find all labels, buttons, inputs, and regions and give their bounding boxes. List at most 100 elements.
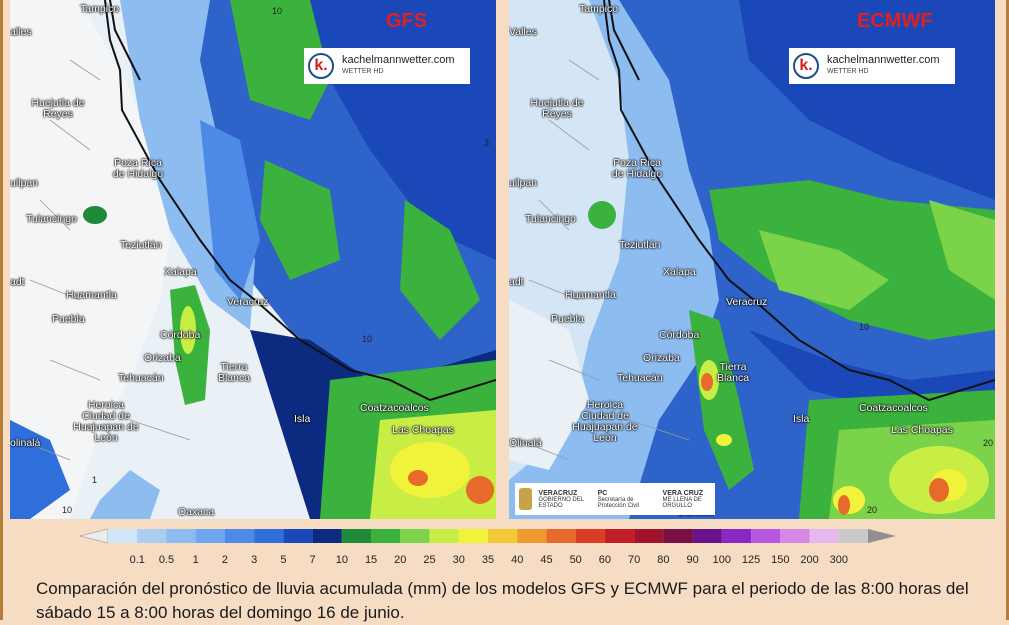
ecmwf-precip-field bbox=[509, 0, 995, 519]
colorbar-swatch bbox=[341, 529, 372, 543]
colorbar-tick-label: 200 bbox=[800, 554, 818, 566]
colorbar-tick-label: 80 bbox=[657, 554, 669, 566]
city-label: Teziutlán bbox=[120, 239, 162, 251]
colorbar-tick-label: 100 bbox=[713, 554, 731, 566]
colorbar-swatch bbox=[254, 529, 284, 543]
city-label: Huamantla bbox=[565, 289, 616, 301]
colorbar-swatch bbox=[692, 529, 722, 543]
colorbar-tick-label: 125 bbox=[742, 554, 760, 566]
colorbar-tick-label: 300 bbox=[830, 554, 848, 566]
gov-pc-sub: Secretaría de Protección Civil bbox=[597, 496, 639, 509]
colorbar-swatch bbox=[371, 529, 401, 543]
kachelmann-logo-icon: k. bbox=[793, 53, 819, 79]
colorbar-swatch bbox=[400, 529, 430, 543]
gov-pc: PC bbox=[597, 489, 608, 497]
colorbar-tick-label: 40 bbox=[511, 554, 523, 566]
colorbar-swatch bbox=[721, 529, 752, 543]
colorbar-swatch bbox=[224, 529, 255, 543]
kachelmann-watermark: k. kachelmannwetter.com WETTER HD bbox=[304, 48, 470, 84]
colorbar-swatch bbox=[517, 529, 547, 543]
city-label: Heroica Ciudad de Huajuapan de León bbox=[572, 399, 638, 444]
city-label: Puebla bbox=[551, 313, 584, 325]
city-label: Tehuacán bbox=[617, 372, 663, 384]
contour-label: 20 bbox=[983, 438, 994, 448]
colorbar-swatch bbox=[546, 529, 576, 543]
contour-label: 1 bbox=[92, 475, 98, 485]
colorbar-tick-label: 70 bbox=[628, 554, 640, 566]
watermark-url: kachelmannwetter.com bbox=[342, 54, 455, 66]
city-label: adt bbox=[509, 276, 524, 288]
colorbar-swatch bbox=[780, 529, 810, 543]
colorbar-tick-label: 20 bbox=[394, 554, 406, 566]
colorbar-tick-label: 0.1 bbox=[130, 554, 145, 566]
gov-veracruz: VERACRUZ bbox=[538, 489, 578, 497]
colorbar-swatch bbox=[751, 529, 781, 543]
city-label: Veracruz bbox=[227, 296, 269, 308]
ecmwf-model-label: ECMWF bbox=[857, 10, 933, 32]
colorbar-swatch bbox=[312, 529, 342, 543]
colorbar-tick-label: 10 bbox=[336, 554, 348, 566]
gov-vera-sub: ME LLENA DE ORGULLO bbox=[662, 496, 702, 509]
city-label: Xalapa bbox=[663, 266, 696, 278]
colorbar-tick-label: 15 bbox=[365, 554, 377, 566]
colorbar-tick-label: 0.5 bbox=[159, 554, 174, 566]
precip-colorbar: 0.1 0.5 1 2 3 5 7 10 15 20 25 30 35 40 45 50 60 70 80 90 100… bbox=[79, 528, 896, 566]
city-label: Coatzacoalcos bbox=[859, 402, 928, 414]
city-label: Teziutlán bbox=[619, 239, 661, 251]
city-label: Huamantla bbox=[66, 289, 117, 301]
city-label: Las Choapas bbox=[891, 424, 953, 436]
city-label: Isla bbox=[294, 413, 311, 425]
colorbar-swatch bbox=[575, 529, 605, 543]
gfs-model-label: GFS bbox=[386, 10, 428, 32]
city-label: Tulancingo bbox=[525, 213, 576, 225]
colorbar-swatch bbox=[108, 529, 138, 543]
city-label: Tampico bbox=[80, 3, 120, 15]
colorbar-min-arrow bbox=[79, 528, 109, 544]
colorbar-swatch bbox=[195, 529, 225, 543]
contour-label: 10 bbox=[62, 505, 73, 515]
city-label: Isla bbox=[793, 413, 810, 425]
colorbar-swatch bbox=[663, 529, 693, 543]
colorbar-swatch bbox=[634, 529, 664, 543]
map-panel-gfs: GFS k. kachelmannwetter.com WETTER HD 10 … bbox=[10, 0, 496, 519]
colorbar-swatch bbox=[137, 529, 167, 543]
colorbar-tick-label: 35 bbox=[482, 554, 494, 566]
city-label: Huejutla de Reyes bbox=[530, 97, 584, 120]
colorbar-swatch bbox=[458, 529, 488, 543]
colorbar-tick-label: 1 bbox=[193, 554, 199, 566]
colorbar-tick-label: 7 bbox=[310, 554, 316, 566]
colorbar-swatch bbox=[488, 529, 518, 543]
colorbar-swatch bbox=[166, 529, 196, 543]
city-label: uilpan bbox=[10, 177, 39, 189]
city-label: Poza Rica de Hidalgo bbox=[112, 157, 164, 180]
city-label: Valles bbox=[509, 26, 537, 38]
city-label: adt bbox=[10, 276, 25, 288]
colorbar-swatch bbox=[838, 529, 868, 543]
watermark-url: kachelmannwetter.com bbox=[827, 54, 940, 66]
contour-label: 10 bbox=[272, 6, 283, 16]
colorbar-swatch bbox=[283, 529, 313, 543]
city-label: Poza Rica de Hidalgo bbox=[611, 157, 663, 180]
city-label: Tehuacán bbox=[118, 372, 164, 384]
city-label: Olinalá bbox=[509, 437, 542, 449]
city-label: uilpan bbox=[509, 177, 538, 189]
watermark-sub: WETTER HD bbox=[342, 68, 384, 75]
map-panel-ecmwf: ECMWF k. kachelmannwetter.com WETTER HD 1… bbox=[509, 0, 995, 519]
city-label: Puebla bbox=[52, 313, 85, 325]
colorbar-swatch bbox=[809, 529, 839, 543]
city-label: Heroica Ciudad de Huajuapan de León bbox=[73, 399, 139, 444]
contour-label: 3 bbox=[484, 138, 490, 148]
city-label: Las Choapas bbox=[392, 424, 454, 436]
watermark-sub: WETTER HD bbox=[827, 68, 869, 75]
city-label: Orizaba bbox=[144, 352, 181, 364]
caption: Comparación del pronóstico de lluvia acu… bbox=[36, 579, 969, 622]
colorbar-tick-label: 3 bbox=[251, 554, 257, 566]
kachelmann-watermark: k. kachelmannwetter.com WETTER HD bbox=[789, 48, 955, 84]
city-label: Córdoba bbox=[659, 329, 700, 341]
colorbar-tick-label: 50 bbox=[570, 554, 582, 566]
contour-label: 10 bbox=[362, 334, 373, 344]
city-label: Xalapa bbox=[164, 266, 197, 278]
city-label: Tierra Blanca bbox=[716, 361, 750, 384]
city-label: Coatzacoalcos bbox=[360, 402, 429, 414]
colorbar-tick-label: 25 bbox=[423, 554, 435, 566]
